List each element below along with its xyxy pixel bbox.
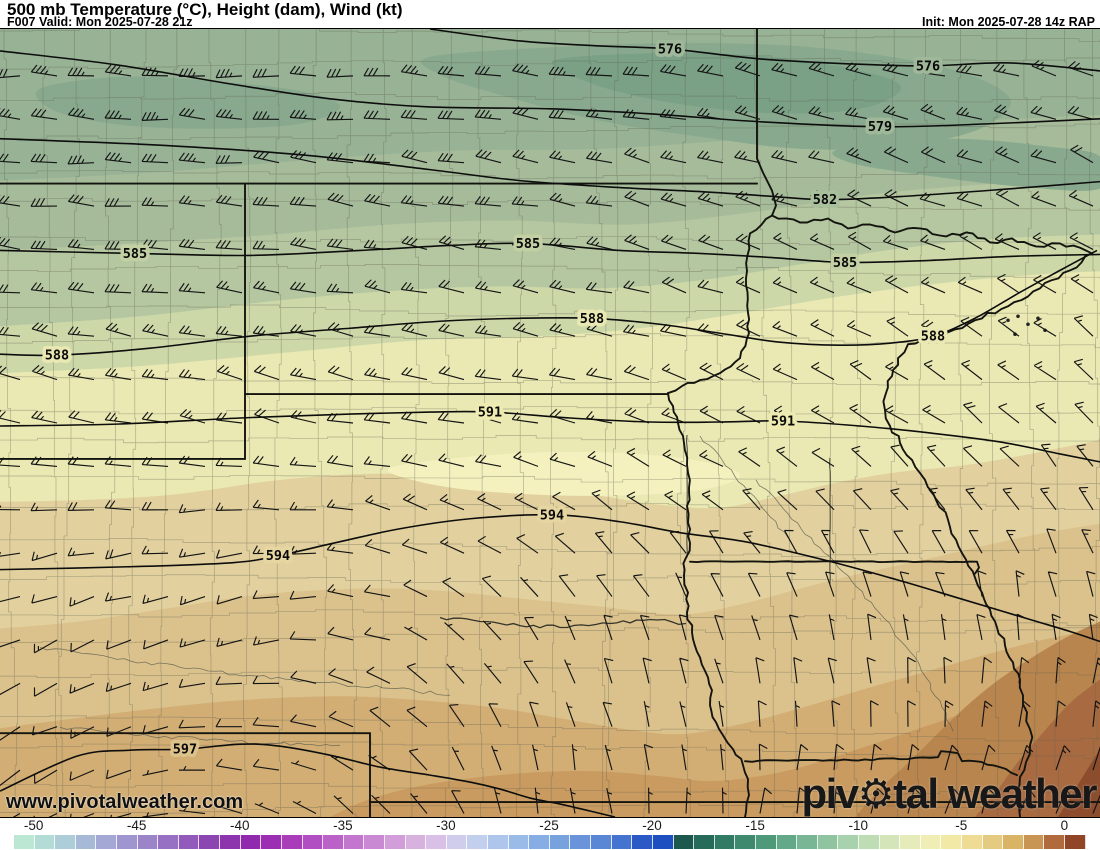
init-time-label: Init: Mon 2025-07-28 14z RAP (922, 15, 1095, 29)
colorbar-segment (364, 835, 385, 849)
colorbar-tick-label: -30 (436, 818, 456, 833)
colorbar-segment (797, 835, 818, 849)
colorbar-segment (384, 835, 406, 849)
svg-text:576: 576 (658, 41, 682, 57)
colorbar-tick-label: -45 (126, 818, 147, 833)
map-area: 576 576 579 582 585 585 585 588 588 588 591 591 594 5… (0, 28, 1100, 818)
svg-text:591: 591 (478, 405, 502, 421)
colorbar-segment (261, 835, 282, 849)
colorbar-segment (34, 835, 56, 849)
colorbar-segment (920, 835, 942, 849)
header: 500 mb Temperature (°C), Height (dam), W… (0, 0, 1100, 29)
colorbar-segment (652, 835, 674, 849)
svg-text:594: 594 (266, 548, 290, 564)
colorbar-segment (467, 835, 489, 849)
colorbar-tick-label: -10 (848, 818, 868, 833)
colorbar-segment (632, 835, 653, 849)
colorbar-tick-label: -15 (745, 818, 765, 833)
colorbar-segment (220, 835, 241, 849)
colorbar-segment (508, 835, 530, 849)
colorbar-segment (137, 835, 159, 849)
colorbar-segment (75, 835, 97, 849)
colorbar-segment (529, 835, 550, 849)
svg-text:597: 597 (173, 742, 197, 758)
colorbar-tick-label: -25 (539, 818, 559, 833)
svg-text:576: 576 (916, 58, 940, 74)
colorbar-segment (570, 835, 592, 849)
colorbar-segment (117, 835, 138, 849)
colorbar-tick-label: -20 (642, 818, 662, 833)
svg-text:585: 585 (516, 236, 540, 252)
svg-text:582: 582 (813, 192, 837, 208)
colorbar-segment (714, 835, 736, 849)
colorbar-gradient (13, 834, 1087, 850)
svg-text:594: 594 (540, 507, 564, 523)
colorbar-segment (735, 835, 756, 849)
colorbar-segment (755, 835, 777, 849)
svg-text:591: 591 (771, 414, 795, 430)
svg-text:588: 588 (45, 348, 69, 364)
colorbar-segment (323, 835, 344, 849)
colorbar-segment (1065, 835, 1086, 849)
colorbar-segment (240, 835, 262, 849)
colorbar-segment (1003, 835, 1024, 849)
colorbar-segment (982, 835, 1004, 849)
colorbar-segment (446, 835, 468, 849)
pivotal-weather-logo: piv⚙tal weather (801, 770, 1097, 818)
temperature-colorbar: -50 -45 -40 -35 -30 -25 -20 -15 -10 -5 0 (0, 818, 1100, 850)
colorbar-segment (838, 835, 859, 849)
colorbar-tick-label: 0 (1060, 818, 1069, 833)
logo-text-pre: piv (801, 770, 859, 817)
colorbar-segment (673, 835, 695, 849)
svg-text:585: 585 (833, 255, 857, 271)
svg-text:579: 579 (868, 119, 892, 135)
svg-text:585: 585 (123, 246, 147, 262)
gear-icon: ⚙ (857, 771, 895, 817)
colorbar-segment (14, 835, 35, 849)
colorbar-tick-labels: -50 -45 -40 -35 -30 -25 -20 -15 -10 -5 0 (0, 818, 1100, 834)
logo-text-post: tal weather (893, 770, 1097, 817)
valid-time-label: F007 Valid: Mon 2025-07-28 21z (7, 15, 193, 29)
colorbar-segment (158, 835, 179, 849)
weather-map-canvas: 576 576 579 582 585 585 585 588 588 588 591 591 594 5… (0, 29, 1100, 817)
colorbar-segment (488, 835, 509, 849)
colorbar-segment (900, 835, 921, 849)
colorbar-segment (302, 835, 324, 849)
colorbar-segment (776, 835, 798, 849)
colorbar-segment (426, 835, 447, 849)
colorbar-segment (858, 835, 880, 849)
colorbar-segment (281, 835, 303, 849)
colorbar-segment (611, 835, 633, 849)
colorbar-segment (549, 835, 571, 849)
colorbar-segment (405, 835, 427, 849)
colorbar-segment (343, 835, 365, 849)
colorbar-segment (879, 835, 901, 849)
colorbar-tick-label: -40 (230, 818, 250, 833)
page-title: 500 mb Temperature (°C), Height (dam), W… (7, 0, 403, 19)
colorbar-segment (178, 835, 200, 849)
colorbar-segment (591, 835, 612, 849)
colorbar-segment (962, 835, 983, 849)
svg-text:588: 588 (580, 311, 604, 327)
colorbar-segment (941, 835, 963, 849)
svg-text:588: 588 (921, 329, 945, 345)
colorbar-segment (199, 835, 221, 849)
colorbar-segment (96, 835, 118, 849)
colorbar-segment (1023, 835, 1045, 849)
colorbar-tick-label: -35 (333, 818, 353, 833)
colorbar-tick-label: -5 (955, 818, 968, 833)
watermark-url: www.pivotalweather.com (6, 791, 244, 813)
colorbar-segment (694, 835, 715, 849)
colorbar-tick-label: -50 (23, 818, 44, 833)
colorbar-segment (55, 835, 76, 849)
colorbar-segment (1044, 835, 1066, 849)
colorbar-segment (817, 835, 839, 849)
